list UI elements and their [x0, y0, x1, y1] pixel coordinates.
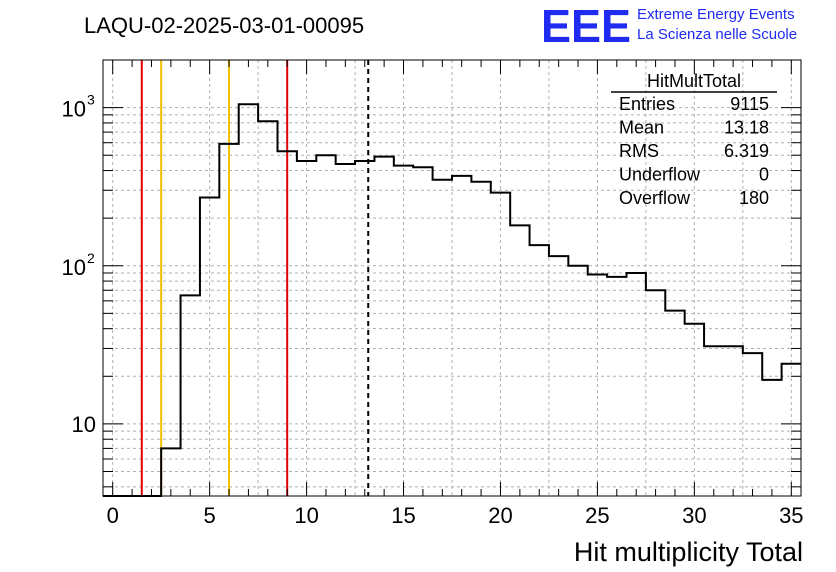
chart-title: LAQU-02-2025-03-01-00095 [84, 13, 364, 38]
histogram-series [103, 103, 801, 497]
logo-line1: Extreme Energy Events [637, 6, 795, 23]
y-tick-label: 10 [62, 255, 86, 280]
logo-mark: EEE [541, 0, 631, 52]
stats-value: 180 [739, 188, 769, 208]
stats-box: HitMultTotal Entries 9115 Mean 13.18 RMS 6.31… [611, 71, 777, 208]
x-axis: 0 5 10 15 20 25 30 35 [107, 60, 804, 528]
stats-label: Underflow [619, 165, 701, 185]
stats-label: Overflow [619, 188, 691, 208]
x-tick-label: 5 [204, 503, 216, 528]
x-tick-label: 10 [294, 503, 318, 528]
x-tick-label: 35 [779, 503, 803, 528]
stats-value: 13.18 [724, 118, 769, 138]
stats-value: 0 [759, 165, 769, 185]
y-tick-exponent: 2 [87, 250, 95, 266]
x-tick-label: 20 [488, 503, 512, 528]
x-tick-label: 25 [585, 503, 609, 528]
x-tick-label: 30 [682, 503, 706, 528]
x-axis-label: Hit multiplicity Total [574, 537, 803, 567]
marker-lines [140, 60, 370, 496]
y-tick-label: 10 [62, 97, 86, 122]
x-tick-label: 15 [391, 503, 415, 528]
stats-value: 6.319 [724, 141, 769, 161]
y-tick-exponent: 3 [87, 92, 95, 108]
stats-label: Entries [619, 94, 675, 114]
stats-title: HitMultTotal [647, 71, 741, 91]
eee-logo: EEE Extreme Energy Events La Scienza nel… [541, 0, 797, 52]
x-tick-label: 0 [107, 503, 119, 528]
stats-label: RMS [619, 141, 659, 161]
y-tick-label: 10 [72, 412, 96, 437]
stats-value: 9115 [730, 94, 769, 114]
logo-line2: La Scienza nelle Scuole [637, 26, 797, 43]
stats-label: Mean [619, 118, 664, 138]
histogram-line [103, 103, 801, 497]
plot-frame [102, 59, 802, 497]
